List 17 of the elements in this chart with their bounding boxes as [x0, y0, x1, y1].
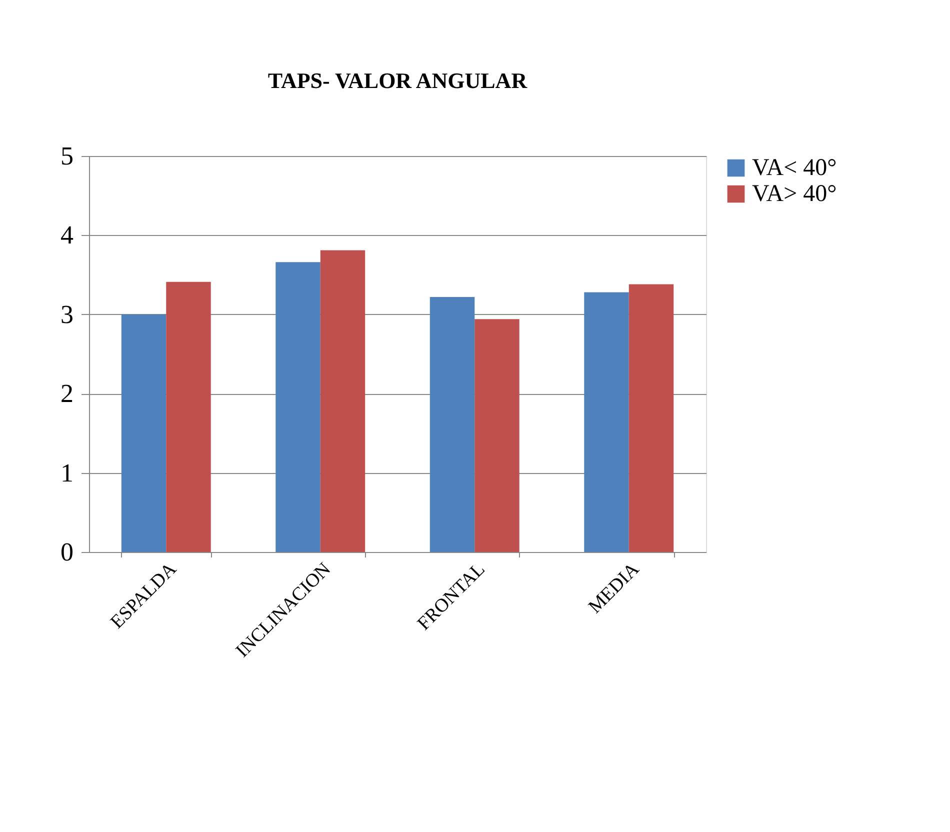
y-tick-label: 2 [60, 379, 74, 408]
y-tick-label: 3 [60, 300, 74, 329]
legend-label: VA> 40° [752, 181, 837, 207]
chart-title: TAPS- VALOR ANGULAR [268, 68, 528, 93]
y-tick-label: 5 [60, 142, 74, 170]
legend-label: VA< 40° [752, 155, 837, 181]
y-tick-label: 4 [60, 220, 74, 250]
bar [584, 292, 629, 552]
bar [474, 319, 520, 552]
bar [430, 296, 475, 552]
y-tick-label: 0 [60, 538, 74, 566]
bar [276, 262, 320, 552]
y-tick-label: 1 [60, 458, 74, 488]
bar [320, 250, 366, 552]
bar [121, 314, 166, 552]
bar [628, 284, 674, 552]
bar [166, 282, 211, 552]
